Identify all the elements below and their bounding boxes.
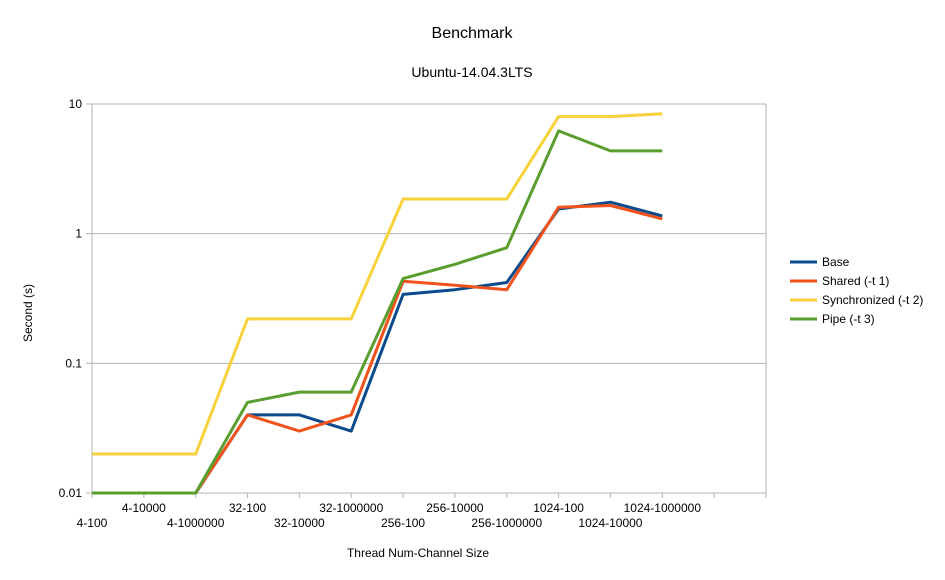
series-lines — [92, 112, 663, 495]
chart-subtitle: Ubuntu-14.04.3LTS — [411, 64, 532, 80]
legend-label: Synchronized (-t 2) — [822, 293, 923, 307]
x-tick-label: 32-1000000 — [319, 501, 383, 515]
chart-title: Benchmark — [432, 25, 514, 42]
axes — [86, 103, 767, 498]
x-tick-label: 4-100 — [77, 516, 108, 530]
x-tick-label: 32-100 — [229, 501, 267, 515]
legend-label: Pipe (-t 3) — [822, 312, 875, 326]
grid — [92, 103, 766, 494]
x-tick-label: 1024-100 — [533, 501, 584, 515]
series-line-2 — [92, 112, 663, 456]
series-line-1 — [92, 204, 663, 495]
legend-label: Shared (-t 1) — [822, 274, 889, 288]
x-axis-label: Thread Num-Channel Size — [347, 546, 489, 560]
x-tick-label: 256-10000 — [426, 501, 484, 515]
x-tick-label: 256-1000000 — [471, 516, 542, 530]
x-tick-label: 1024-10000 — [578, 516, 642, 530]
legend: Base Shared (-t 1) Synchronized (-t 2) Pipe… — [790, 255, 923, 326]
legend-label: Base — [822, 255, 850, 269]
y-tick-labels: 0.01 0.1 1 10 — [59, 97, 83, 500]
y-tick-label: 1 — [75, 227, 82, 241]
x-tick-label: 32-10000 — [274, 516, 325, 530]
y-tick-label: 0.1 — [65, 356, 82, 370]
series-line-3 — [92, 129, 663, 495]
y-tick-label: 10 — [69, 97, 83, 111]
y-tick-label: 0.01 — [59, 486, 83, 500]
y-axis-label: Second (s) — [21, 284, 35, 342]
x-tick-label: 256-100 — [381, 516, 425, 530]
x-tick-label: 4-1000000 — [167, 516, 225, 530]
x-tick-label: 1024-1000000 — [624, 501, 702, 515]
x-tick-label: 4-10000 — [122, 501, 166, 515]
